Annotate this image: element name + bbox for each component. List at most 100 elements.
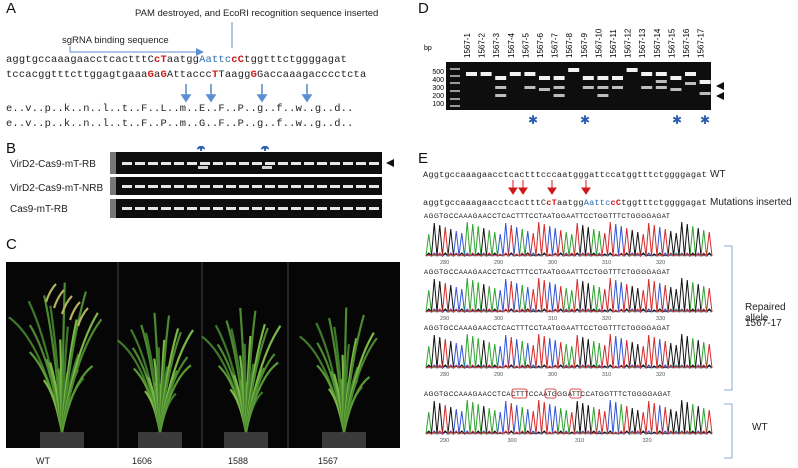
svg-text:✱: ✱ — [672, 113, 682, 127]
gel-band — [226, 207, 236, 210]
trace-axis-label: 300 — [494, 316, 503, 322]
gel-band — [356, 207, 366, 210]
trace-axis-label: 310 — [602, 260, 611, 266]
gel-band — [291, 185, 301, 188]
gel-band — [161, 162, 171, 165]
lane-label: 1567-16 — [682, 28, 691, 58]
gel-band — [553, 86, 565, 89]
gel-ladder — [110, 199, 116, 218]
gel-b-row-2-label: VirD2-Cas9-mT-NRB — [10, 183, 104, 194]
gel-band — [148, 207, 158, 210]
gel-band — [495, 86, 507, 89]
svg-text:100: 100 — [432, 101, 444, 108]
gel-band — [343, 185, 353, 188]
gel-band — [699, 80, 711, 84]
plant-pot — [40, 432, 84, 448]
gel-band — [213, 162, 223, 165]
gel-band — [330, 207, 340, 210]
gel-band — [122, 185, 132, 188]
gel-band — [369, 162, 379, 165]
trace-sequence: AGGTGCCAAAGAACCTCACTTTCCTAATGGAATTCCTGGT… — [424, 213, 670, 220]
plant-label-1567: 1567 — [318, 456, 339, 466]
gel-band — [291, 207, 301, 210]
gel-band — [612, 76, 623, 80]
panicle — [60, 295, 73, 315]
svg-text:✱: ✱ — [196, 146, 206, 154]
trace-axis-label: 310 — [548, 316, 557, 322]
trace-line — [425, 221, 713, 258]
panicle — [52, 289, 65, 309]
gel-band — [699, 92, 711, 95]
gel-band — [291, 162, 301, 165]
trace-axis-label: 300 — [508, 438, 517, 444]
plant-label-1606: 1606 — [132, 456, 153, 466]
gel-band — [252, 162, 262, 165]
gel-band — [539, 88, 550, 91]
svg-text:400: 400 — [432, 77, 444, 84]
trace-axis-label: 290 — [494, 260, 503, 266]
gel-band — [174, 162, 184, 165]
gel-band — [265, 185, 275, 188]
ladder-band — [450, 75, 460, 77]
trace-line — [425, 399, 713, 436]
gel-band — [200, 185, 210, 188]
gel-band — [626, 68, 638, 72]
gel-band — [356, 185, 366, 188]
gel-band — [612, 86, 623, 89]
gel-band-extra — [198, 166, 208, 169]
svg-text:✱: ✱ — [528, 113, 538, 127]
gel-band — [187, 162, 197, 165]
trace-axis-label: 320 — [656, 372, 665, 378]
gel-band — [597, 94, 609, 97]
gel-band — [582, 76, 594, 80]
trace-axis-label: 310 — [575, 438, 584, 444]
gel-band — [524, 72, 536, 76]
lane-label: 1567-5 — [521, 33, 530, 58]
panel-b-letter: B — [6, 140, 17, 157]
gel-band — [239, 185, 249, 188]
trace-sequence: AGGTGCCAAAGAACCTCACTTTCCTAATGGAATTCCTGGT… — [424, 269, 670, 276]
gel-band — [304, 162, 314, 165]
lane-label: 1567-2 — [478, 33, 487, 58]
plant-label-wt: WT — [36, 456, 50, 466]
svg-text:✱: ✱ — [260, 146, 270, 154]
leaf — [60, 365, 94, 433]
gel-b: ✱ ✱ — [110, 146, 394, 218]
gel-band — [655, 86, 667, 89]
svg-text:300: 300 — [432, 85, 444, 92]
gel-ladder — [110, 177, 116, 195]
gel-band — [174, 207, 184, 210]
gel-band — [278, 185, 288, 188]
gel-band — [685, 82, 696, 85]
gel-band — [265, 207, 275, 210]
gel-band — [480, 72, 492, 76]
gel-band — [200, 207, 210, 210]
plant-label-1588: 1588 — [228, 456, 249, 466]
mutation-highlight — [569, 388, 582, 399]
trace-axis-label: 290 — [494, 372, 503, 378]
repaired-allele-id: 1567-17 — [745, 318, 782, 329]
lane-label: 1567-1 — [463, 33, 472, 58]
panicle — [76, 307, 89, 327]
gel-band — [252, 185, 262, 188]
gel-band — [278, 162, 288, 165]
panicle — [44, 283, 57, 303]
panicle — [68, 301, 81, 321]
gel-band — [582, 86, 594, 89]
plant-photo — [6, 262, 400, 448]
gel-band — [239, 207, 249, 210]
plant-pot — [224, 432, 268, 448]
gel-band — [122, 162, 132, 165]
pam-note: PAM destroyed, and EcoRI recognition seq… — [135, 8, 379, 19]
gel-band — [278, 207, 288, 210]
gel-band — [343, 162, 353, 165]
gel-band-extra — [262, 166, 272, 169]
lane-label: 1567-4 — [507, 33, 516, 58]
trace-axis-label: 280 — [440, 260, 449, 266]
gel-band — [187, 207, 197, 210]
gel-band — [161, 207, 171, 210]
aa-row-2: e..v..p..k..n..l..t..F..P..m..G..F..P..g… — [6, 118, 354, 130]
svg-text:500: 500 — [432, 69, 444, 76]
mutation-highlight — [544, 388, 557, 399]
gel-band — [200, 162, 210, 165]
